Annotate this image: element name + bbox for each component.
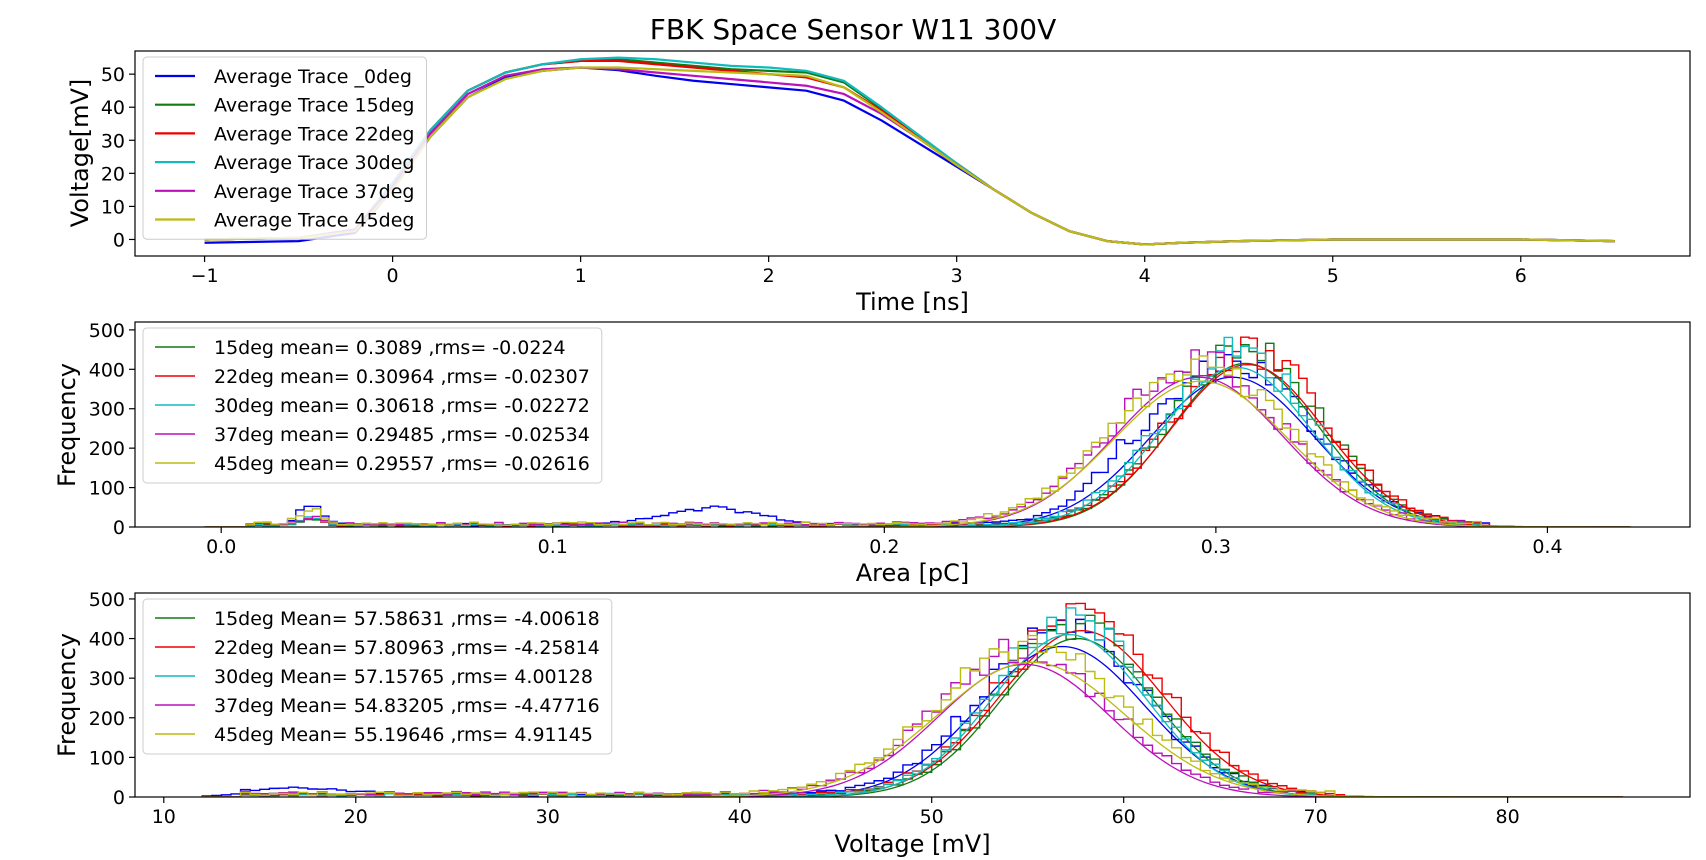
- y-tick-label: 0: [113, 517, 125, 539]
- fit-curve-0: [866, 376, 1598, 527]
- x-tick-label: 6: [1515, 265, 1527, 287]
- axes-frame: [134, 50, 1691, 257]
- x-tick-label: 0.1: [538, 536, 568, 558]
- legend-label: 37deg mean= 0.29485 ,rms= -0.02534: [214, 424, 590, 446]
- y-tick-label: 50: [101, 64, 125, 86]
- series-line-5: [204, 66, 1615, 246]
- legend-label: 37deg Mean= 54.83205 ,rms= -4.47716: [214, 695, 600, 717]
- y-axis-label: Frequency: [53, 633, 81, 757]
- y-axis-label: Voltage[mV]: [66, 79, 94, 228]
- y-tick-label: 400: [89, 359, 125, 381]
- legend-label: 22deg Mean= 57.80963 ,rms= -4.25814: [214, 637, 600, 659]
- plot-area: [204, 56, 1615, 246]
- x-tick-label: 5: [1327, 265, 1339, 287]
- x-axis-label: Voltage [mV]: [834, 830, 990, 858]
- x-axis-label: Area [pC]: [856, 559, 970, 587]
- legend-label: 45deg Mean= 55.19646 ,rms= 4.91145: [214, 724, 593, 746]
- legend-label: 45deg mean= 0.29557 ,rms= -0.02616: [214, 453, 590, 475]
- chart-panel-1: −1 0 1 2 3 4 5 6 0 10 20 30 40 50 Time [ns] Voltage[mV]…: [66, 50, 1691, 316]
- x-tick-label: 0.2: [869, 536, 899, 558]
- legend-label: Average Trace 37deg: [214, 181, 415, 203]
- y-tick-label: 200: [89, 708, 125, 730]
- x-tick-label: 0.3: [1201, 536, 1231, 558]
- y-tick-label: 300: [89, 399, 125, 421]
- x-tick-label: 3: [951, 265, 963, 287]
- x-tick-label: 0.0: [206, 536, 236, 558]
- y-tick-label: 500: [89, 320, 125, 342]
- histogram-5: [204, 355, 1631, 527]
- legend-label: 15deg Mean= 57.58631 ,rms= -4.00618: [214, 608, 600, 630]
- y-axis-label: Frequency: [53, 363, 81, 487]
- x-tick-label: 10: [152, 806, 176, 828]
- x-axis-label: Time [ns]: [855, 288, 969, 316]
- legend-box: [142, 327, 603, 484]
- legend-label: Average Trace 15deg: [214, 95, 415, 117]
- y-tick-label: 200: [89, 438, 125, 460]
- fit-curve-4: [820, 376, 1577, 527]
- y-tick-label: 30: [101, 130, 125, 152]
- plot-area: [204, 336, 1631, 527]
- legend-label: 22deg mean= 0.30964 ,rms= -0.02307: [214, 366, 590, 388]
- y-tick-label: 10: [101, 196, 125, 218]
- x-tick-label: 80: [1496, 806, 1520, 828]
- chart-panel-3: 10 20 30 40 50 60 70 80 0 100 200 300 400 500 Voltage …: [53, 589, 1691, 858]
- legend-label: Average Trace 22deg: [214, 123, 415, 145]
- y-tick-label: 100: [89, 478, 125, 500]
- histogram-5: [202, 634, 1623, 797]
- legend-label: Average Trace 45deg: [214, 210, 415, 232]
- y-tick-label: 300: [89, 668, 125, 690]
- x-tick-label: 70: [1304, 806, 1328, 828]
- legend-label: 30deg mean= 0.30618 ,rms= -0.02272: [214, 395, 590, 417]
- fit-curve-2: [903, 363, 1593, 527]
- fit-curve-3: [723, 633, 1415, 797]
- axes-frame: [134, 592, 1691, 798]
- fit-curve-2: [713, 629, 1450, 797]
- x-tick-label: 4: [1139, 265, 1151, 287]
- legend-label: 30deg Mean= 57.15765 ,rms= 4.00128: [214, 666, 593, 688]
- legend-label: 15deg mean= 0.3089 ,rms= -0.0224: [214, 337, 566, 359]
- legend: 15deg Mean= 57.58631 ,rms= -4.00618 22deg…: [142, 598, 613, 755]
- chart-title: FBK Space Sensor W11 300V: [650, 13, 1057, 46]
- x-tick-label: 1: [575, 265, 587, 287]
- y-tick-label: 100: [89, 747, 125, 769]
- y-tick-label: 0: [113, 229, 125, 251]
- x-tick-label: 0: [387, 265, 399, 287]
- x-tick-label: 50: [920, 806, 944, 828]
- axes-frame: [134, 321, 1691, 528]
- fit-curve-1: [911, 362, 1580, 527]
- x-tick-label: 20: [344, 806, 368, 828]
- legend-box: [142, 598, 613, 755]
- legend-label: Average Trace _0deg: [214, 66, 412, 88]
- x-tick-label: 40: [728, 806, 752, 828]
- y-tick-label: 0: [113, 787, 125, 809]
- plot-area: [201, 602, 1623, 797]
- fit-curve-5: [810, 380, 1592, 527]
- chart-panel-2: 0.0 0.1 0.2 0.3 0.4 0 100 200 300 400 500 Area [pC]…: [53, 320, 1691, 587]
- y-tick-label: 40: [101, 97, 125, 119]
- fit-curve-5: [607, 661, 1456, 797]
- x-tick-label: 60: [1112, 806, 1136, 828]
- legend: Average Trace _0deg Average Trace 15deg Av…: [142, 56, 427, 240]
- x-tick-label: 30: [536, 806, 560, 828]
- fit-curve-4: [637, 663, 1412, 797]
- x-tick-label: −1: [191, 265, 219, 287]
- legend-box: [142, 56, 427, 240]
- y-tick-label: 400: [89, 629, 125, 651]
- legend: 15deg mean= 0.3089 ,rms= -0.0224 22deg me…: [142, 327, 603, 484]
- y-tick-label: 500: [89, 589, 125, 611]
- x-tick-label: 0.4: [1532, 536, 1562, 558]
- legend-label: Average Trace 30deg: [214, 152, 415, 174]
- x-tick-label: 2: [763, 265, 775, 287]
- y-tick-label: 20: [101, 163, 125, 185]
